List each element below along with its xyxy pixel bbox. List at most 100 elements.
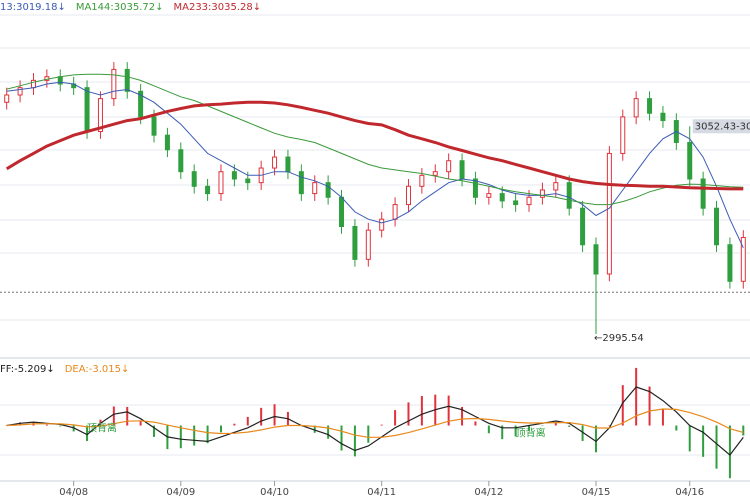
macd-bar	[554, 422, 557, 426]
ma-line	[5, 100, 744, 191]
candle-body	[4, 94, 10, 103]
candle-body	[446, 160, 452, 173]
macd-bar	[340, 425, 343, 451]
macd-bar	[72, 425, 75, 432]
macd-bar	[541, 425, 544, 427]
macd-bar	[702, 425, 705, 457]
macd-bar	[193, 425, 196, 446]
macd-bar	[461, 406, 464, 426]
candle-body	[178, 149, 184, 173]
candle-body	[111, 68, 117, 100]
x-tick-label: 04/08	[59, 487, 88, 498]
candle-body	[339, 196, 345, 227]
candle-body	[124, 68, 130, 92]
candle-body	[606, 152, 612, 275]
macd-bar	[474, 421, 477, 426]
macd-bar	[206, 425, 209, 444]
ma-line	[6, 73, 744, 206]
candle-body	[298, 171, 304, 195]
candle-body	[312, 182, 318, 195]
macd-bar	[675, 425, 678, 431]
candle-body	[365, 229, 371, 260]
macd-bar	[233, 423, 236, 426]
divergence-label: 顶背离	[516, 427, 546, 440]
candle-body	[660, 112, 666, 122]
candle-body	[526, 196, 532, 206]
candle-body	[17, 87, 23, 96]
candle-body	[352, 225, 358, 260]
macd-bar	[380, 424, 383, 426]
candle-body	[191, 171, 197, 187]
macd-bar	[742, 425, 745, 436]
candle-body	[392, 204, 398, 220]
macd-bar	[327, 425, 330, 439]
macd-bar	[45, 424, 48, 426]
x-tick-label: 04/11	[367, 487, 396, 498]
macd-bar	[688, 425, 691, 452]
candle-body	[84, 87, 90, 133]
candle-body	[459, 160, 465, 180]
macd-bar	[313, 425, 316, 433]
candle-body	[593, 244, 599, 275]
candle-body	[245, 178, 251, 184]
macd-bar	[501, 425, 504, 440]
x-tick-label: 04/12	[474, 487, 503, 498]
macd-bar	[568, 425, 571, 427]
macd-line	[6, 408, 744, 438]
x-tick-label: 04/10	[260, 487, 289, 498]
candle-body	[325, 182, 331, 198]
candle-body	[580, 207, 586, 246]
divergence-label: 顶背离	[87, 422, 117, 435]
candle-body	[727, 244, 733, 282]
macd-bar	[648, 386, 651, 426]
annotation-box	[692, 119, 750, 134]
macd-bar	[219, 425, 222, 433]
legend-entry: FF:-5.209↓	[0, 364, 55, 375]
annotation: ←2995.54	[594, 333, 644, 344]
candle-body	[419, 174, 425, 187]
x-tick-label: 04/16	[675, 487, 704, 498]
macd-bar	[715, 425, 718, 469]
x-tick-label: 04/09	[166, 487, 195, 498]
macd-bar	[728, 425, 731, 479]
macd-bar	[246, 416, 249, 426]
x-tick-label: 04/15	[582, 487, 611, 498]
macd-bar	[112, 406, 115, 426]
candle-body	[272, 156, 278, 169]
macd-bar	[273, 404, 276, 426]
macd-bar	[394, 410, 397, 426]
macd-bar	[179, 425, 182, 449]
candle-body	[499, 193, 505, 202]
legend-entry: MA144:3035.72↓	[76, 2, 164, 13]
macd-bar	[635, 367, 638, 426]
annotation: 3052.43-3055	[695, 121, 750, 132]
candle-body	[647, 98, 653, 114]
candle-body	[97, 98, 103, 133]
macd-bar	[59, 425, 62, 427]
macd-bar	[420, 396, 423, 426]
legend-entry: 13:3019.18↓	[0, 2, 66, 13]
candle-body	[687, 141, 693, 180]
candle-body	[566, 182, 572, 209]
candle-body	[553, 182, 559, 191]
macd-bar	[260, 407, 263, 426]
macd-bar	[126, 406, 129, 426]
macd-bar	[608, 425, 611, 426]
candle-body	[620, 116, 626, 154]
candle-body	[405, 185, 411, 206]
macd-bar	[528, 425, 531, 431]
macd-bar	[447, 395, 450, 426]
macd-bar	[19, 422, 22, 426]
macd-bar	[367, 425, 370, 443]
candle-body	[218, 171, 224, 195]
macd-bar	[139, 421, 142, 426]
candle-body	[486, 193, 492, 198]
candle-body	[432, 171, 438, 176]
macd-bar	[594, 425, 597, 453]
legend-entry: DEA:-3.015↓	[65, 364, 130, 375]
macd-bar	[621, 385, 624, 426]
candle-body	[472, 178, 478, 198]
candle-body	[700, 178, 706, 209]
macd-bar	[353, 425, 356, 457]
